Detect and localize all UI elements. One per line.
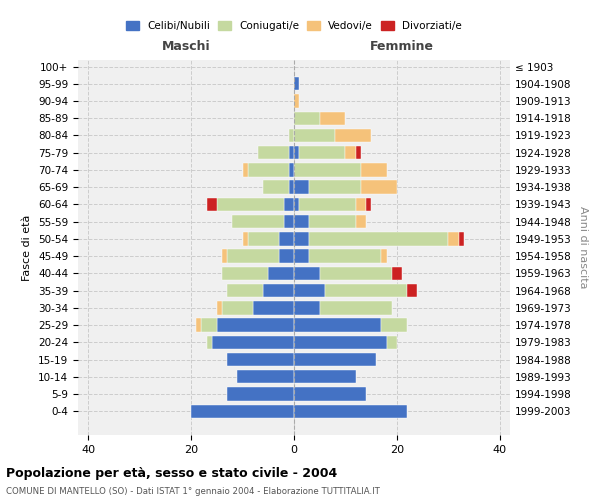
Bar	[346, 146, 356, 160]
Bar	[407, 284, 418, 298]
Bar	[191, 404, 294, 418]
Bar	[294, 353, 376, 366]
Bar	[361, 180, 397, 194]
Bar	[232, 215, 284, 228]
Bar	[248, 163, 289, 176]
Bar	[227, 284, 263, 298]
Bar	[217, 301, 222, 314]
Bar	[356, 146, 361, 160]
Bar	[294, 112, 320, 125]
Bar	[206, 198, 217, 211]
Bar	[294, 94, 299, 108]
Bar	[448, 232, 458, 245]
Bar	[294, 146, 299, 160]
Bar	[382, 318, 407, 332]
Bar	[294, 215, 310, 228]
Bar	[258, 146, 289, 160]
Bar	[196, 318, 202, 332]
Bar	[294, 163, 361, 176]
Bar	[382, 250, 386, 263]
Text: COMUNE DI MANTELLO (SO) - Dati ISTAT 1° gennaio 2004 - Elaborazione TUTTITALIA.I: COMUNE DI MANTELLO (SO) - Dati ISTAT 1° …	[6, 488, 380, 496]
Bar	[238, 370, 294, 384]
Bar	[294, 232, 310, 245]
Bar	[320, 301, 392, 314]
Bar	[294, 404, 407, 418]
Bar	[268, 266, 294, 280]
Bar	[299, 146, 346, 160]
Bar	[289, 180, 294, 194]
Bar	[202, 318, 217, 332]
Bar	[294, 318, 382, 332]
Bar	[294, 266, 320, 280]
Bar	[227, 388, 294, 400]
Y-axis label: Fasce di età: Fasce di età	[22, 214, 32, 280]
Bar	[294, 250, 310, 263]
Bar	[263, 284, 294, 298]
Bar	[310, 250, 382, 263]
Bar	[222, 266, 268, 280]
Bar	[320, 266, 392, 280]
Bar	[299, 198, 356, 211]
Bar	[294, 180, 310, 194]
Bar	[335, 129, 371, 142]
Legend: Celibi/Nubili, Coniugati/e, Vedovi/e, Divorziati/e: Celibi/Nubili, Coniugati/e, Vedovi/e, Di…	[122, 16, 466, 35]
Y-axis label: Anni di nascita: Anni di nascita	[578, 206, 588, 289]
Bar	[294, 370, 356, 384]
Bar	[289, 129, 294, 142]
Bar	[263, 180, 289, 194]
Bar	[253, 301, 294, 314]
Bar	[242, 163, 248, 176]
Bar	[386, 336, 397, 349]
Bar	[356, 198, 366, 211]
Bar	[294, 284, 325, 298]
Bar	[217, 198, 284, 211]
Bar	[242, 232, 248, 245]
Bar	[227, 353, 294, 366]
Bar	[294, 198, 299, 211]
Text: Popolazione per età, sesso e stato civile - 2004: Popolazione per età, sesso e stato civil…	[6, 468, 337, 480]
Bar	[284, 198, 294, 211]
Bar	[361, 163, 386, 176]
Bar	[325, 284, 407, 298]
Bar	[289, 163, 294, 176]
Bar	[356, 215, 366, 228]
Bar	[310, 180, 361, 194]
Text: Maschi: Maschi	[161, 40, 211, 52]
Bar	[217, 318, 294, 332]
Bar	[366, 198, 371, 211]
Bar	[278, 250, 294, 263]
Bar	[212, 336, 294, 349]
Bar	[222, 250, 227, 263]
Text: Femmine: Femmine	[370, 40, 434, 52]
Bar	[294, 301, 320, 314]
Bar	[320, 112, 346, 125]
Bar	[294, 77, 299, 90]
Bar	[294, 336, 386, 349]
Bar	[294, 129, 335, 142]
Bar	[222, 301, 253, 314]
Bar	[206, 336, 212, 349]
Bar	[294, 388, 366, 400]
Bar	[227, 250, 278, 263]
Bar	[310, 232, 448, 245]
Bar	[278, 232, 294, 245]
Bar	[248, 232, 278, 245]
Bar	[310, 215, 356, 228]
Bar	[284, 215, 294, 228]
Bar	[289, 146, 294, 160]
Bar	[392, 266, 402, 280]
Bar	[458, 232, 464, 245]
